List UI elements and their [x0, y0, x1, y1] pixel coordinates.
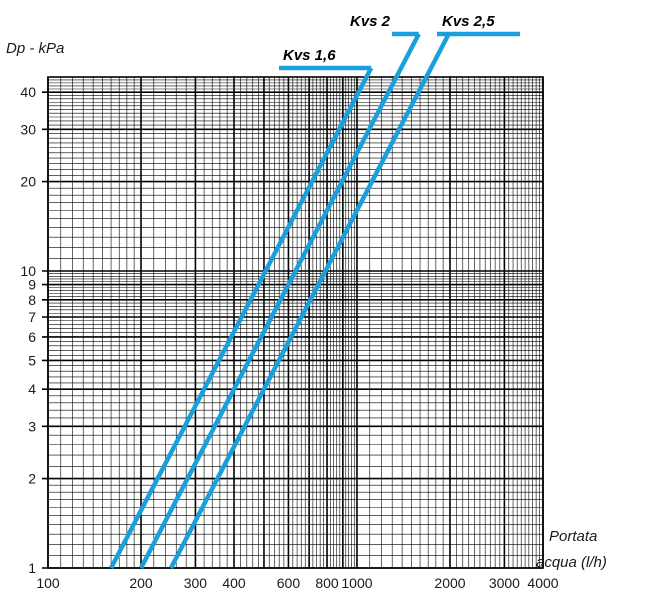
y-tick-label: 7 [28, 309, 36, 325]
x-tick-label: 200 [129, 575, 153, 591]
y-tick-label: 6 [28, 329, 36, 345]
y-tick-label: 2 [28, 471, 36, 487]
x-tick-label: 300 [184, 575, 208, 591]
x-axis-title-line-2: acqua (l/h) [536, 554, 607, 571]
x-tick-label: 3000 [489, 575, 520, 591]
y-tick-label: 5 [28, 352, 36, 368]
y-tick-label: 10 [20, 263, 36, 279]
y-tick-label: 4 [28, 381, 36, 397]
x-tick-label: 2000 [434, 575, 465, 591]
y-axis-title: Dp - kPa [6, 40, 64, 57]
series-line [168, 32, 451, 570]
x-tick-label: 1000 [341, 575, 372, 591]
axis-frame [47, 76, 544, 569]
series-line [139, 32, 421, 570]
y-tick-label: 30 [20, 121, 36, 137]
series-lines: Kvs 1,6 Kvs 2 Kvs 2,5 [109, 13, 520, 570]
x-tick-label: 4000 [527, 575, 558, 591]
plot-frame [47, 76, 544, 569]
series-label: Kvs 2,5 [442, 13, 495, 30]
series-label: Kvs 1,6 [283, 47, 336, 64]
x-axis-title-line-1: Portata [549, 528, 597, 545]
x-tick-labels: 100 200 300 400 600 800 1000 2000 3000 4000 [36, 575, 558, 591]
y-tick-label: 1 [28, 560, 36, 576]
x-tick-label: 400 [222, 575, 246, 591]
y-tick-label: 9 [28, 277, 36, 293]
series-line [109, 66, 374, 570]
x-tick-label: 100 [36, 575, 60, 591]
y-tick-label: 20 [20, 174, 36, 190]
y-tick-label: 40 [20, 84, 36, 100]
y-tick-label: 8 [28, 292, 36, 308]
x-tick-label: 600 [277, 575, 301, 591]
x-tick-label: 800 [315, 575, 339, 591]
y-tick-label: 3 [28, 418, 36, 434]
grid [42, 76, 544, 569]
series-label: Kvs 2 [350, 13, 391, 30]
